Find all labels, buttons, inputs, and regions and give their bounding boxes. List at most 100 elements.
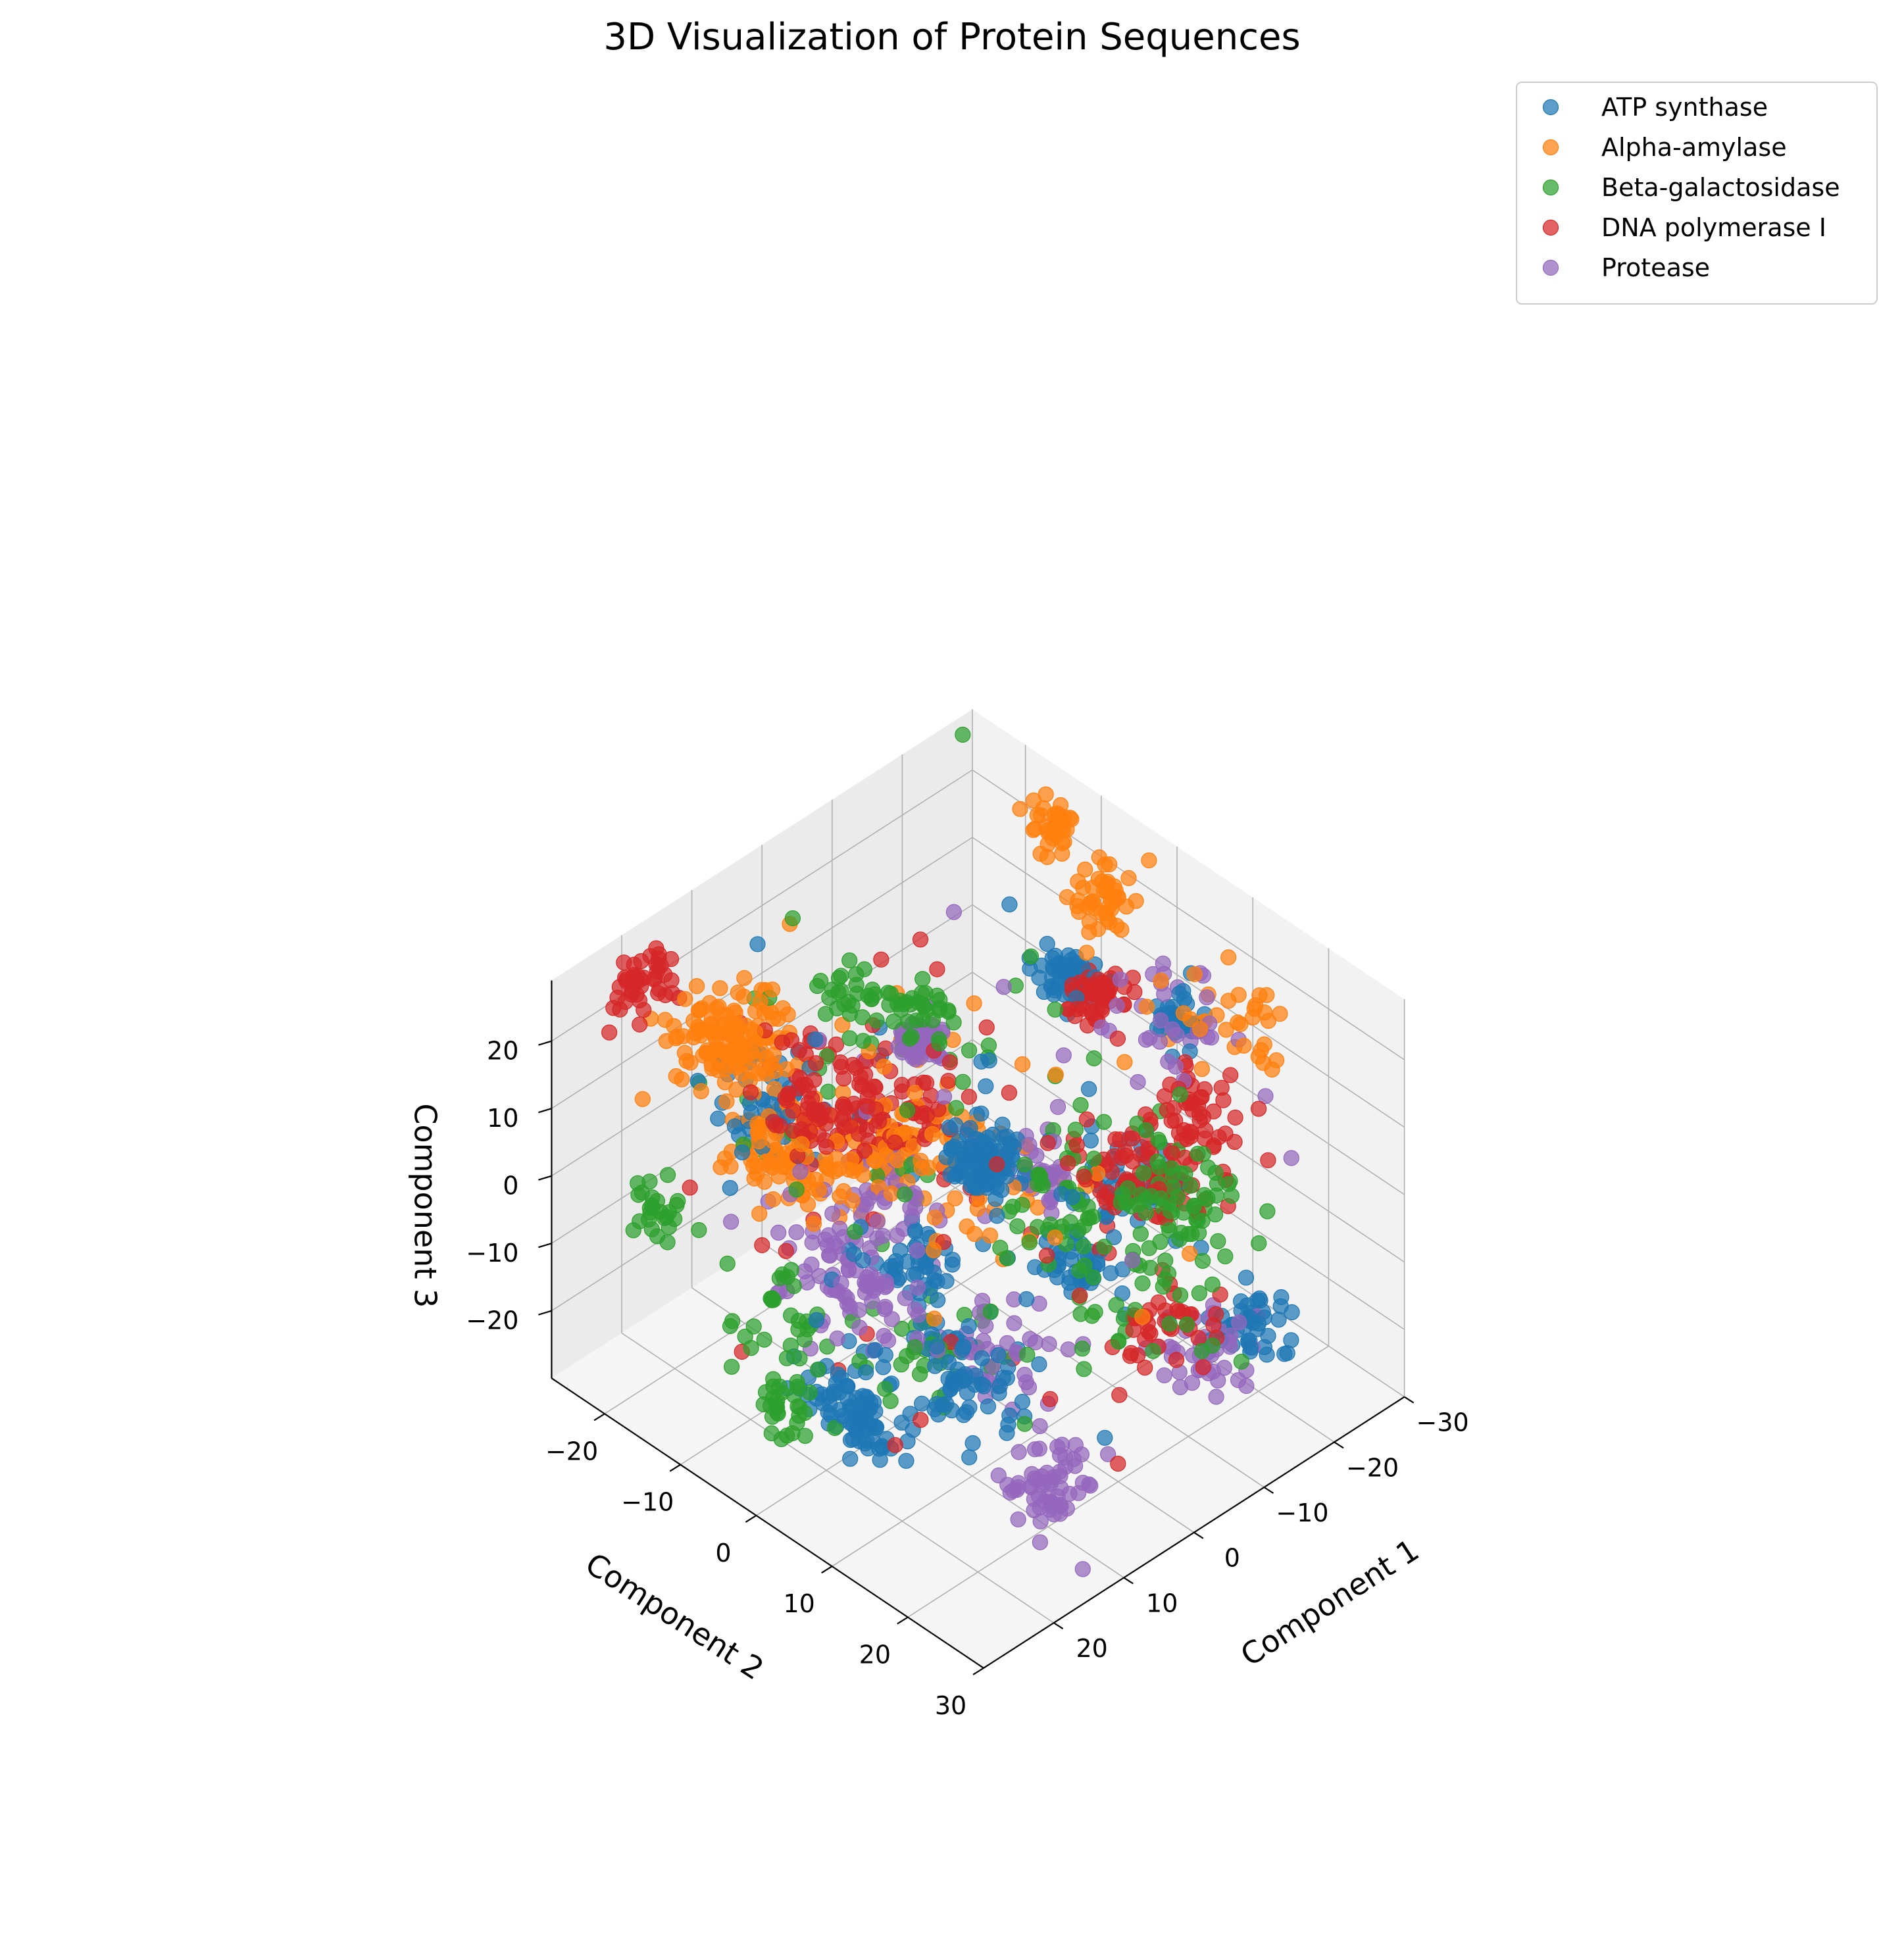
x-tick-label: −30 [1416, 1408, 1469, 1437]
point-protease [869, 1213, 886, 1230]
point-alpha-amylase [1193, 1060, 1211, 1077]
x-tick-label: −10 [1276, 1498, 1328, 1527]
point-protease [833, 1275, 849, 1292]
point-atp-synthase [928, 1338, 945, 1354]
point-atp-synthase [973, 1105, 990, 1122]
point-atp-synthase [842, 1450, 859, 1467]
point-alpha-amylase [712, 980, 728, 997]
point-beta-galactosidase [856, 961, 872, 977]
point-beta-galactosidase [897, 1186, 913, 1202]
point-beta-galactosidase [847, 1224, 863, 1240]
point-atp-synthase [1014, 1393, 1031, 1410]
point-atp-synthase [1039, 935, 1055, 952]
point-alpha-amylase [947, 1190, 963, 1206]
point-beta-galactosidase [1062, 1214, 1079, 1231]
point-beta-galactosidase [886, 1013, 902, 1030]
point-atp-synthase [1259, 1347, 1275, 1363]
z-tick-label: −10 [466, 1239, 518, 1268]
point-atp-synthase [726, 1118, 743, 1135]
point-protease [1032, 1513, 1049, 1529]
legend-label: ATP synthase [1601, 93, 1768, 122]
point-beta-galactosidase [1182, 1177, 1199, 1194]
legend-label: DNA polymerase I [1601, 213, 1826, 242]
point-beta-galactosidase [668, 1197, 685, 1214]
point-atp-synthase [1242, 1343, 1259, 1360]
point-protease [1055, 1047, 1072, 1064]
point-beta-galactosidase [948, 1100, 965, 1116]
x-tick-label: −20 [1346, 1453, 1399, 1482]
point-atp-synthase [942, 1381, 959, 1397]
point-dna-polymerase-i [1110, 1456, 1126, 1472]
point-dna-polymerase-i [929, 961, 945, 977]
point-beta-galactosidase [820, 1083, 836, 1100]
point-atp-synthase [749, 936, 766, 952]
z-tick [538, 1175, 552, 1181]
point-alpha-amylase [926, 1310, 943, 1327]
point-atp-synthase [945, 1139, 963, 1155]
point-atp-synthase [989, 1208, 1005, 1224]
point-alpha-amylase [686, 1029, 702, 1046]
point-beta-galactosidase [659, 1167, 676, 1183]
point-alpha-amylase [926, 1209, 943, 1226]
point-dna-polymerase-i [1215, 1092, 1232, 1108]
point-atp-synthase [940, 1354, 957, 1371]
point-alpha-amylase [1236, 1037, 1252, 1054]
point-dna-polymerase-i [1190, 1329, 1207, 1347]
point-alpha-amylase [1109, 918, 1125, 934]
point-alpha-amylase [1153, 972, 1169, 989]
point-atp-synthase [1284, 1304, 1300, 1321]
point-alpha-amylase [807, 1172, 824, 1188]
point-alpha-amylase [688, 977, 705, 995]
point-protease [1034, 1468, 1050, 1485]
point-atp-synthase [1082, 1132, 1099, 1149]
point-beta-galactosidase [1067, 1122, 1084, 1138]
point-alpha-amylase [751, 1205, 768, 1222]
point-beta-galactosidase [1207, 1164, 1224, 1181]
point-beta-galactosidase [658, 1208, 674, 1225]
point-beta-galactosidase [982, 1303, 999, 1320]
point-beta-galactosidase [914, 971, 931, 987]
x-tick-label: 20 [1076, 1634, 1107, 1663]
legend-box [1516, 82, 1878, 305]
point-protease [1032, 1534, 1049, 1550]
point-dna-polymerase-i [1260, 1152, 1276, 1168]
point-beta-galactosidase [1029, 1219, 1046, 1235]
legend-label: Alpha-amylase [1601, 133, 1787, 162]
point-dna-polymerase-i [1111, 1387, 1128, 1403]
point-protease [1027, 1334, 1043, 1350]
point-atp-synthase [941, 1119, 957, 1136]
legend-label: Beta-galactosidase [1601, 173, 1840, 202]
point-dna-polymerase-i [774, 1034, 790, 1051]
z-tick-label: 10 [487, 1104, 518, 1133]
point-atp-synthase [974, 1376, 990, 1393]
y-axis-label: Component 2 [579, 1546, 770, 1687]
point-atp-synthase [807, 1031, 824, 1048]
point-beta-galactosidase [1016, 1156, 1033, 1173]
point-beta-galactosidase [1194, 1252, 1211, 1269]
point-protease [1283, 1150, 1299, 1166]
z-tick [538, 1243, 552, 1248]
point-beta-galactosidase [625, 1222, 641, 1239]
point-protease [1152, 1012, 1169, 1029]
point-alpha-amylase [668, 1068, 684, 1085]
point-alpha-amylase [1141, 852, 1157, 869]
point-atp-synthase [961, 1318, 977, 1335]
point-protease [1053, 1480, 1069, 1496]
point-alpha-amylase [770, 1168, 788, 1185]
point-protease [1032, 1418, 1048, 1435]
point-atp-synthase [978, 1078, 994, 1095]
point-protease [906, 1048, 922, 1064]
point-dna-polymerase-i [682, 1179, 698, 1196]
point-protease [1231, 1314, 1247, 1331]
point-beta-galactosidase [1259, 1203, 1276, 1220]
point-protease [1112, 971, 1129, 988]
point-beta-galactosidase [916, 999, 932, 1015]
point-protease [1060, 1341, 1076, 1358]
point-dna-polymerase-i [1178, 1131, 1195, 1147]
point-beta-galactosidase [1169, 1189, 1186, 1205]
point-atp-synthase [928, 1396, 945, 1412]
point-atp-synthase [808, 1312, 825, 1329]
point-alpha-amylase [1014, 1056, 1031, 1073]
point-atp-synthase [955, 1339, 972, 1355]
point-beta-galactosidase [756, 1331, 772, 1348]
